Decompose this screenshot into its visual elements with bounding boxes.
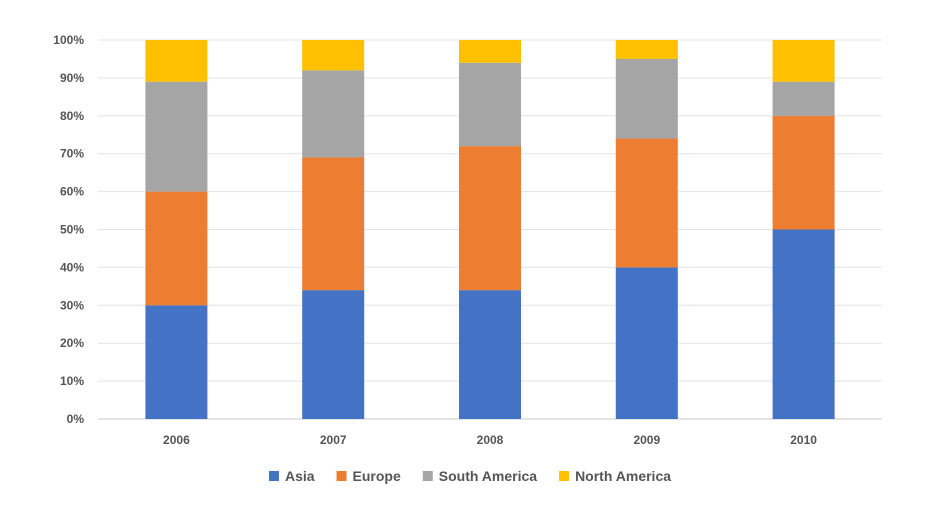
bar-segment-asia-2006 — [145, 305, 208, 419]
bar-segment-europe-2010 — [772, 115, 835, 230]
bar-segment-north-america-2009 — [615, 40, 678, 59]
bar-segment-asia-2008 — [459, 290, 521, 419]
bar-segment-south-america-2006 — [145, 81, 208, 192]
bar-segment-europe-2007 — [302, 157, 365, 291]
y-tick-label: 0% — [67, 412, 85, 426]
x-tick-label: 2008 — [477, 433, 504, 447]
legend-label: Asia — [285, 468, 315, 484]
bar-segment-south-america-2007 — [302, 70, 365, 158]
x-tick-label: 2010 — [790, 433, 817, 447]
x-tick-label: 2006 — [163, 433, 190, 447]
y-tick-label: 40% — [60, 260, 84, 274]
y-tick-label: 100% — [53, 33, 84, 47]
bar-segment-south-america-2009 — [615, 58, 678, 139]
y-tick-label: 60% — [60, 185, 84, 199]
x-axis: 2006 2007 2008 2009 2010 — [163, 433, 817, 447]
bar-segment-south-america-2008 — [459, 62, 521, 147]
y-tick-label: 70% — [60, 147, 84, 161]
y-tick-label: 90% — [60, 71, 84, 85]
legend-label: Europe — [353, 468, 401, 484]
x-tick-label: 2007 — [320, 433, 347, 447]
y-tick-label: 50% — [60, 223, 84, 237]
bar-segment-north-america-2010 — [772, 40, 835, 82]
y-axis: 0% 10% 20% 30% 40% 50% 60% 70% 80% 90% 100% — [53, 33, 84, 426]
bar-segment-europe-2006 — [145, 191, 208, 306]
y-tick-label: 20% — [60, 336, 84, 350]
bar-segment-asia-2009 — [615, 267, 678, 419]
bar-segment-north-america-2007 — [302, 40, 365, 71]
legend-swatch-north-america — [559, 471, 570, 481]
bar-segment-north-america-2008 — [459, 40, 521, 63]
y-tick-label: 30% — [60, 298, 84, 312]
bar-segment-asia-2007 — [302, 290, 365, 419]
bar-segment-south-america-2010 — [772, 81, 835, 116]
y-tick-label: 80% — [60, 109, 84, 123]
y-tick-label: 10% — [60, 374, 84, 388]
legend-label: North America — [575, 468, 671, 484]
bar-segment-europe-2009 — [615, 138, 678, 268]
legend-label: South America — [439, 468, 537, 484]
bars — [145, 40, 835, 419]
legend-swatch-europe — [336, 471, 347, 481]
legend-swatch-asia — [268, 471, 279, 481]
bar-segment-asia-2010 — [772, 229, 835, 419]
bar-segment-north-america-2006 — [145, 40, 208, 82]
bar-segment-europe-2008 — [459, 146, 521, 291]
legend-swatch-south-america — [422, 471, 433, 481]
legend: Asia Europe South America North America — [268, 468, 671, 484]
x-tick-label: 2009 — [633, 433, 660, 447]
